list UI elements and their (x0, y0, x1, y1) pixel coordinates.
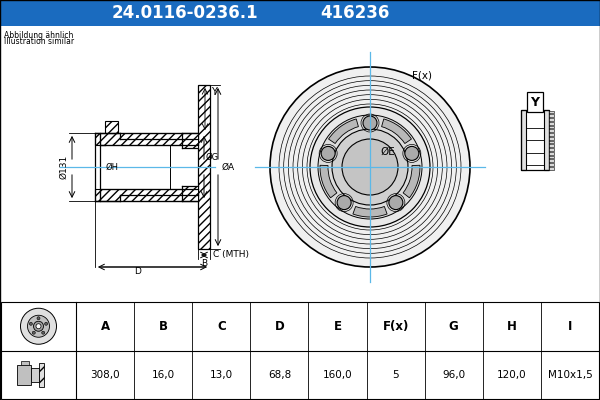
Circle shape (342, 139, 398, 195)
Text: Ø131: Ø131 (59, 155, 68, 179)
Bar (549, 126, 554, 128)
Bar (549, 167, 554, 170)
Text: ØA: ØA (222, 162, 235, 172)
Wedge shape (403, 165, 420, 198)
Text: 120,0: 120,0 (497, 370, 527, 380)
Text: F(x): F(x) (412, 70, 432, 80)
Text: ØG: ØG (206, 152, 219, 162)
Bar (549, 133, 554, 136)
Bar (549, 129, 554, 132)
Bar (549, 159, 554, 162)
Text: D: D (275, 320, 284, 333)
Bar (549, 144, 554, 147)
Wedge shape (329, 119, 358, 144)
Wedge shape (353, 206, 387, 217)
Bar (38, 363, 44, 387)
Wedge shape (382, 119, 412, 144)
Text: I: I (568, 320, 572, 333)
Text: 416236: 416236 (320, 4, 389, 22)
Bar (544, 110, 549, 170)
Circle shape (36, 324, 41, 329)
Bar (549, 118, 554, 121)
Text: C: C (217, 320, 226, 333)
Bar (549, 137, 554, 140)
Bar (105, 121, 118, 133)
Circle shape (318, 115, 422, 219)
Text: Illustration similar: Illustration similar (4, 38, 74, 46)
Text: A: A (100, 320, 110, 333)
Bar (521, 110, 549, 170)
Text: E: E (334, 320, 341, 333)
Bar (549, 140, 554, 143)
Bar (549, 163, 554, 166)
Circle shape (37, 317, 40, 320)
Text: ØH: ØH (106, 162, 119, 172)
Text: 16,0: 16,0 (152, 370, 175, 380)
Text: Y: Y (211, 87, 217, 97)
Text: G: G (449, 320, 458, 333)
Circle shape (42, 331, 45, 334)
Text: F(x): F(x) (382, 320, 409, 333)
Text: D: D (134, 266, 141, 276)
Bar (0, 0, 600, 26)
Bar (20, 361, 29, 365)
Circle shape (337, 196, 351, 210)
Bar (183, 186, 198, 201)
Text: M10x1,5: M10x1,5 (548, 370, 592, 380)
Circle shape (389, 196, 403, 210)
Text: 24.0116-0236.1: 24.0116-0236.1 (112, 4, 259, 22)
Bar (198, 85, 210, 249)
Bar (549, 110, 554, 113)
Bar (1, 302, 599, 399)
Text: 308,0: 308,0 (90, 370, 120, 380)
Circle shape (34, 321, 44, 331)
Circle shape (32, 331, 35, 334)
Text: Abbildung ähnlich: Abbildung ähnlich (4, 30, 73, 40)
Bar (95, 189, 198, 201)
Bar (549, 152, 554, 154)
Bar (549, 114, 554, 117)
Circle shape (332, 129, 408, 205)
Text: 160,0: 160,0 (323, 370, 352, 380)
Bar (183, 133, 198, 148)
Text: Y: Y (530, 96, 539, 108)
Text: C (MTH): C (MTH) (213, 250, 249, 260)
Wedge shape (320, 165, 337, 198)
Text: B: B (158, 320, 167, 333)
Text: ØE: ØE (380, 147, 395, 157)
Bar (521, 110, 526, 170)
Circle shape (270, 67, 470, 267)
Bar (17, 365, 31, 385)
Text: 13,0: 13,0 (210, 370, 233, 380)
Bar (549, 148, 554, 151)
Circle shape (363, 116, 377, 130)
Text: 96,0: 96,0 (442, 370, 465, 380)
Circle shape (28, 315, 49, 337)
Circle shape (310, 107, 430, 227)
Circle shape (20, 308, 56, 344)
Bar (95, 133, 198, 145)
Circle shape (44, 322, 47, 325)
Text: H: H (507, 320, 517, 333)
Circle shape (405, 146, 419, 160)
Text: 5: 5 (392, 370, 399, 380)
Circle shape (321, 146, 335, 160)
Bar (31, 368, 38, 382)
Bar (549, 122, 554, 124)
Circle shape (29, 322, 32, 325)
Bar (549, 156, 554, 158)
Text: 68,8: 68,8 (268, 370, 291, 380)
Text: B: B (201, 258, 207, 268)
